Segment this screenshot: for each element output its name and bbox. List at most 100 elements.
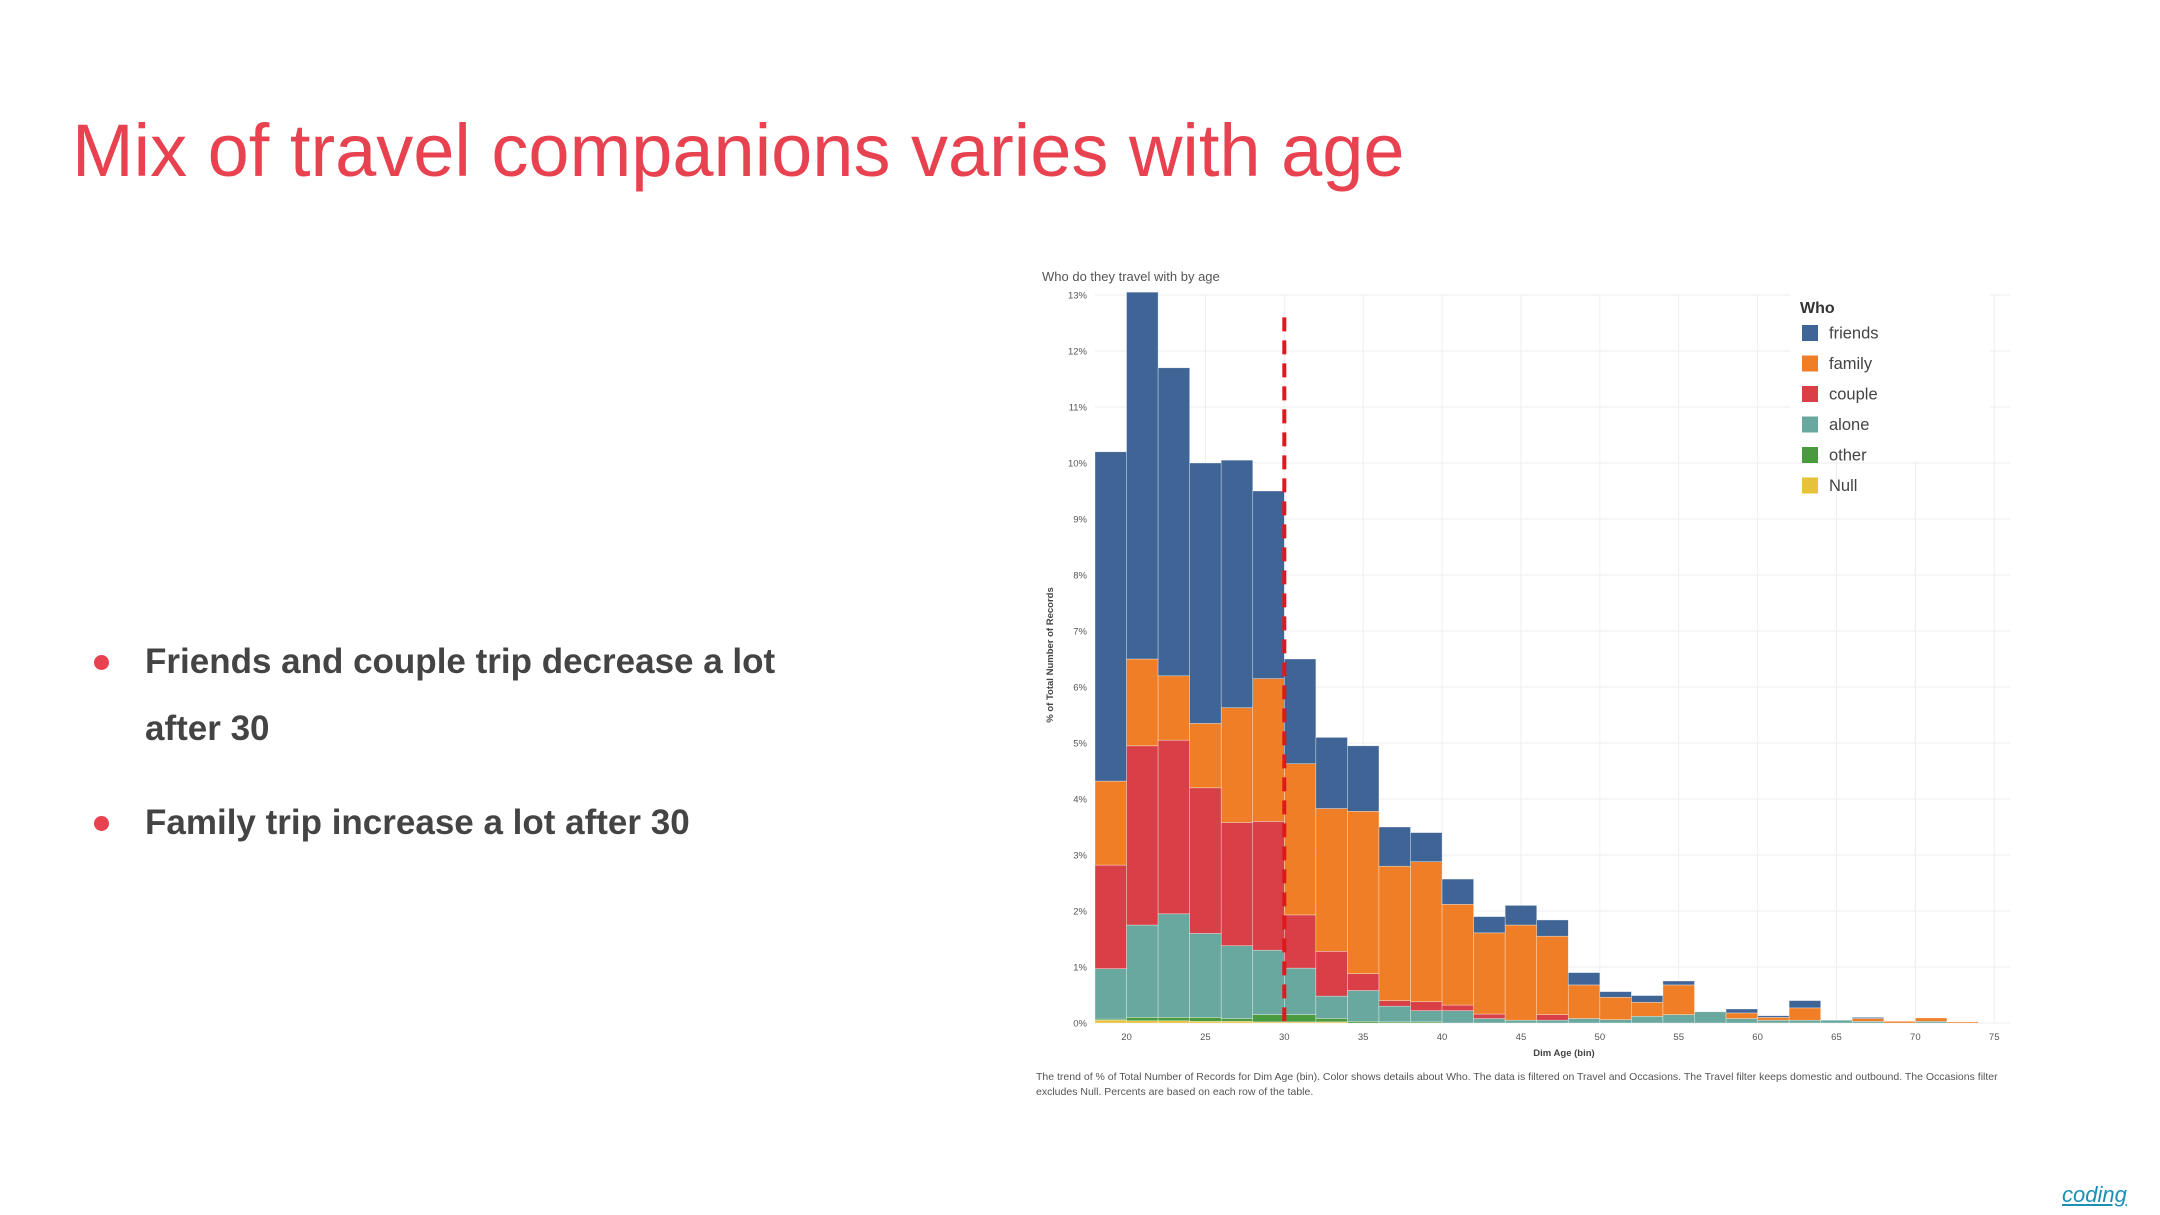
chart-axes: 0% 1% 2% 3% 4% 5% 6% 7% 8% 9% 10% 11% 12% 13% 20 25 30 35…: [1068, 291, 2000, 1044]
bar-segment-couple: [1157, 739, 1190, 915]
bar-segment-other: [1315, 1018, 1348, 1023]
bar-segment-couple: [1252, 821, 1285, 951]
bar-segment-alone: [1220, 945, 1254, 1019]
x-tick-label: 30: [1279, 1032, 1290, 1043]
y-tick-label: 5%: [1073, 739, 1087, 750]
legend-label-null: Null: [1829, 477, 1857, 495]
chart-title: Who do they travel with by age: [1042, 269, 1220, 284]
y-tick-label: 7%: [1073, 627, 1087, 638]
bar-segment-family: [1378, 865, 1411, 1001]
bar-segment-family: [1284, 763, 1317, 916]
bar-segment-alone: [1662, 1014, 1695, 1024]
x-tick-label: 75: [1989, 1032, 2000, 1043]
bar-segment-alone: [1567, 1018, 1601, 1024]
bar-segment-friends: [1441, 878, 1474, 905]
bar-segment-null: [1094, 1019, 1127, 1024]
y-tick-label: 9%: [1073, 515, 1087, 526]
bar-segment-family: [1788, 1007, 1821, 1021]
bar-segment-family: [1220, 707, 1254, 823]
bar-segment-alone: [1788, 1019, 1821, 1024]
bar-segment-alone: [1757, 1019, 1790, 1024]
bar-segment-friends: [1347, 745, 1380, 812]
y-tick-label: 13%: [1068, 291, 1088, 302]
bar-segment-couple: [1094, 864, 1127, 969]
y-tick-label: 8%: [1073, 571, 1087, 582]
bullet-dot-icon: [94, 816, 109, 831]
bar-segment-other: [1157, 1017, 1190, 1022]
bar-segment-alone: [1315, 995, 1348, 1019]
bar-segment-alone: [1126, 924, 1159, 1018]
x-tick-label: 60: [1752, 1032, 1763, 1043]
bar-segment-family: [1725, 1012, 1758, 1019]
bar-segment-friends: [1157, 367, 1190, 677]
x-tick-label: 65: [1831, 1032, 1842, 1043]
bar-segment-family: [1189, 723, 1222, 789]
y-tick-label: 3%: [1073, 851, 1087, 862]
y-tick-label: 4%: [1073, 795, 1087, 806]
y-tick-label: 0%: [1073, 1019, 1087, 1030]
bar-segment-couple: [1378, 1000, 1411, 1007]
bar-segment-family: [1631, 1001, 1664, 1017]
bar-segment-alone: [1820, 1019, 1853, 1024]
legend-swatch-family: [1802, 355, 1818, 372]
bar-segment-couple: [1410, 1001, 1443, 1011]
legend-swatch-couple: [1802, 386, 1818, 402]
coding-link[interactable]: coding: [2062, 1182, 2127, 1207]
bar-segment-family: [1915, 1017, 1948, 1022]
x-tick-label: 55: [1673, 1032, 1684, 1043]
bar-segment-family: [1410, 861, 1443, 1003]
legend-label-couple: couple: [1829, 386, 1878, 404]
legend-swatch-other: [1802, 447, 1818, 463]
legend-swatch-null: [1802, 477, 1818, 494]
legend-label-other: other: [1829, 447, 1867, 465]
bar-segment-other: [1252, 1014, 1285, 1023]
bar-segment-couple: [1473, 1013, 1506, 1019]
bullet-list: Friends and couple trip decrease a lot a…: [90, 628, 810, 883]
bar-segment-family: [1094, 780, 1127, 866]
legend-swatch-friends: [1802, 325, 1818, 341]
bar-segment-couple: [1536, 1014, 1569, 1021]
bar-segment-family: [1126, 658, 1159, 747]
bar-segment-couple: [1220, 822, 1254, 947]
y-tick-label: 2%: [1073, 907, 1087, 918]
y-tick-label: 6%: [1073, 683, 1087, 694]
bar-segment-friends: [1788, 1000, 1821, 1009]
bar-segment-alone: [1094, 968, 1127, 1020]
bar-segment-alone: [1725, 1018, 1758, 1024]
bar-segment-other: [1126, 1017, 1159, 1022]
chart-legend: Who friends family couple alone other Null: [1790, 291, 1990, 495]
x-tick-label: 20: [1121, 1032, 1132, 1043]
bullet-text: Family trip increase a lot after 30: [145, 803, 690, 842]
bar-segment-other: [1284, 1014, 1317, 1023]
age-companion-chart: Who do they travel with by age 0% 1% 2% 3% 4…: [1036, 269, 2010, 1098]
bar-segment-friends: [1536, 919, 1569, 937]
bullet-item: Friends and couple trip decrease a lot a…: [90, 628, 810, 762]
bar-segment-alone: [1694, 1011, 1727, 1024]
bar-segment-friends: [1567, 972, 1601, 986]
x-tick-label: 40: [1437, 1032, 1448, 1043]
slide-title: Mix of travel companions varies with age: [72, 109, 1405, 192]
bar-segment-family: [1851, 1018, 1885, 1022]
legend-label-alone: alone: [1829, 416, 1869, 434]
bar-segment-friends: [1662, 980, 1695, 986]
legend-label-family: family: [1829, 355, 1873, 373]
bar-segment-other: [1220, 1018, 1254, 1022]
bar-segment-family: [1757, 1017, 1790, 1021]
chart-bars: [1094, 291, 1979, 1024]
bar-segment-friends: [1220, 459, 1254, 709]
bar-segment-alone: [1252, 949, 1285, 1015]
x-axis-label: Dim Age (bin): [1533, 1048, 1594, 1059]
y-tick-label: 1%: [1073, 963, 1087, 974]
bar-segment-alone: [1378, 1005, 1411, 1023]
bar-segment-family: [1157, 675, 1190, 741]
bar-segment-family: [1252, 678, 1285, 822]
bar-segment-family: [1567, 984, 1601, 1019]
y-tick-label: 10%: [1068, 459, 1088, 470]
bar-segment-family: [1946, 1021, 1979, 1024]
bar-segment-alone: [1189, 933, 1222, 1018]
bar-segment-family: [1315, 808, 1348, 952]
bar-segment-family: [1536, 935, 1569, 1015]
bar-segment-family: [1441, 903, 1474, 1006]
bar-segment-null: [1126, 1020, 1159, 1024]
bar-segment-other: [1189, 1017, 1222, 1022]
